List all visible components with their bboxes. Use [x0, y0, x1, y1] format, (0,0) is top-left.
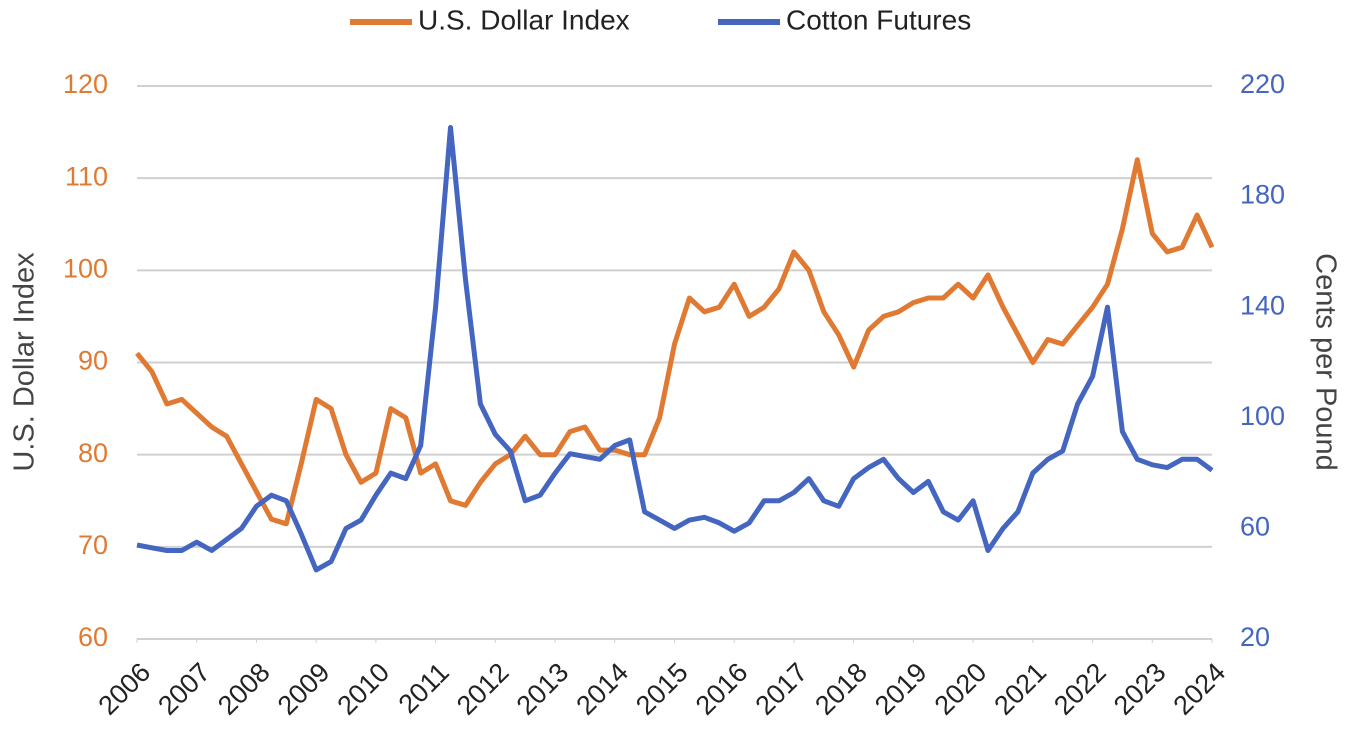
x-tick-label: 2012 [451, 657, 515, 721]
x-tick-label: 2017 [750, 657, 814, 721]
x-tick-label: 2008 [212, 657, 276, 721]
series-line [136, 125, 1214, 573]
y-tick-label: 70 [78, 530, 108, 560]
x-tick-label: 2013 [511, 657, 575, 721]
x-tick-label: 2023 [1108, 657, 1172, 721]
y-tick-label: 80 [78, 438, 108, 468]
y-tick-label: 110 [65, 161, 108, 191]
x-tick-label: 2021 [988, 657, 1052, 721]
x-tick-label: 2020 [929, 657, 993, 721]
y-tick-label: 100 [63, 253, 108, 283]
x-tick-label: 2014 [570, 657, 634, 721]
x-tick-label: 2006 [93, 657, 157, 721]
x-tick-label: 2024 [1168, 657, 1232, 721]
y-tick-label: 120 [63, 69, 108, 99]
y2-tick-label: 20 [1240, 622, 1270, 652]
x-tick-label: 2009 [272, 657, 336, 721]
legend-label: Cotton Futures [786, 4, 971, 35]
x-tick-label: 2010 [331, 657, 395, 721]
x-tick-label: 2019 [869, 657, 933, 721]
y2-tick-label: 60 [1240, 512, 1270, 542]
x-tick-label: 2016 [690, 657, 754, 721]
x-tick-label: 2022 [1048, 657, 1112, 721]
series-line [135, 157, 1215, 527]
x-tick-label: 2011 [393, 657, 455, 719]
y-axis-title: U.S. Dollar Index [9, 252, 41, 472]
x-tick-label: 2015 [630, 657, 694, 721]
legend-label: U.S. Dollar Index [418, 4, 630, 35]
y2-tick-label: 140 [1240, 290, 1285, 320]
y2-tick-label: 100 [1240, 401, 1285, 431]
y2-tick-label: 220 [1240, 69, 1285, 99]
y2-tick-label: 180 [1240, 180, 1285, 210]
x-tick-label: 2018 [809, 657, 873, 721]
x-tick-label: 2007 [152, 657, 216, 721]
y2-axis-title: Cents per Pound [1309, 253, 1341, 471]
y-tick-label: 90 [78, 346, 108, 376]
y-tick-label: 60 [78, 622, 108, 652]
